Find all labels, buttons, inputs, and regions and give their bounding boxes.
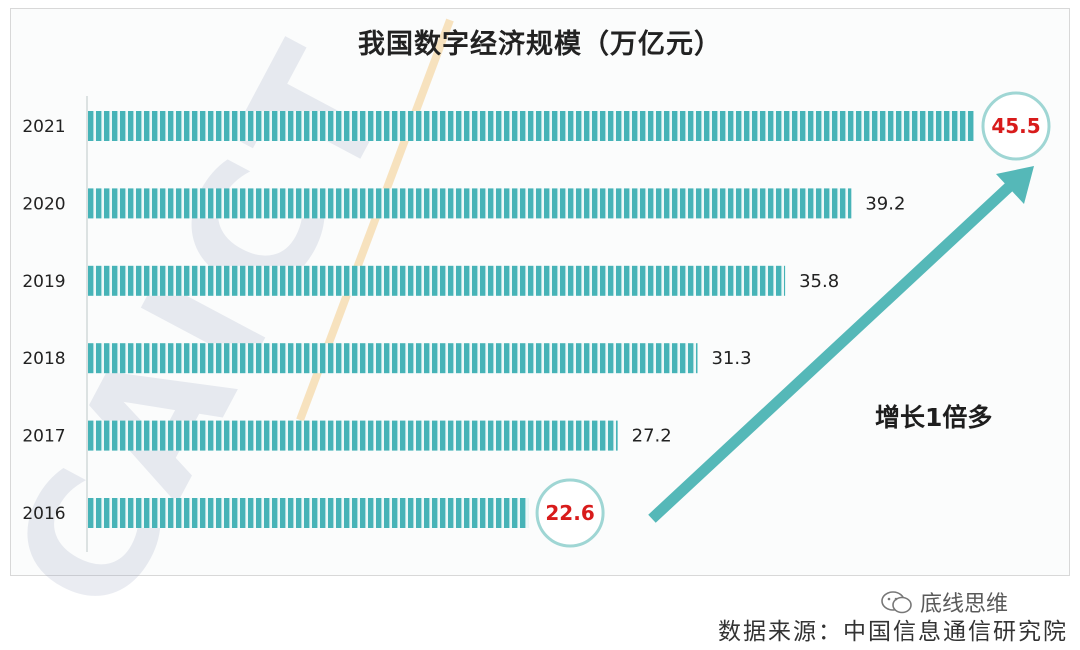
y-tick-label-2017: 2017 (22, 427, 65, 447)
y-tick-label-2016: 2016 (22, 504, 65, 524)
y-tick-label-2019: 2019 (22, 272, 65, 292)
brand-name: 底线思维 (920, 592, 1009, 617)
wechat-icon (880, 590, 914, 614)
bar-2021 (88, 111, 974, 141)
y-tick-label-2018: 2018 (22, 349, 65, 369)
data-label-2018: 31.3 (711, 348, 751, 369)
growth-arrow-head (996, 166, 1034, 204)
bar-2020 (88, 188, 852, 219)
data-source: 数据来源：中国信息通信研究院 (718, 619, 1068, 645)
data-label-2019: 35.8 (799, 271, 839, 292)
value-highlight-ring-2021 (981, 91, 1051, 161)
growth-arrow (648, 166, 1034, 523)
y-tick-label-2020: 2020 (22, 194, 65, 214)
y-tick-label-2021: 2021 (22, 117, 65, 137)
bar-2018 (88, 343, 698, 374)
growth-arrow-shaft (648, 178, 1018, 523)
data-label-2017: 27.2 (632, 426, 672, 447)
data-label-2016: 22.6 (545, 501, 594, 525)
value-highlight-ring-2016 (535, 478, 605, 548)
data-label-2021: 45.5 (991, 114, 1040, 138)
data-label-2020: 39.2 (865, 193, 905, 214)
bar-2016 (88, 498, 529, 528)
bar-2019 (88, 265, 786, 296)
chart-title: 我国数字经济规模（万亿元） (358, 29, 722, 60)
bar-2017 (88, 420, 618, 451)
brand-signature: 底线思维 (880, 586, 1008, 618)
growth-annotation: 增长1倍多 (875, 403, 993, 432)
